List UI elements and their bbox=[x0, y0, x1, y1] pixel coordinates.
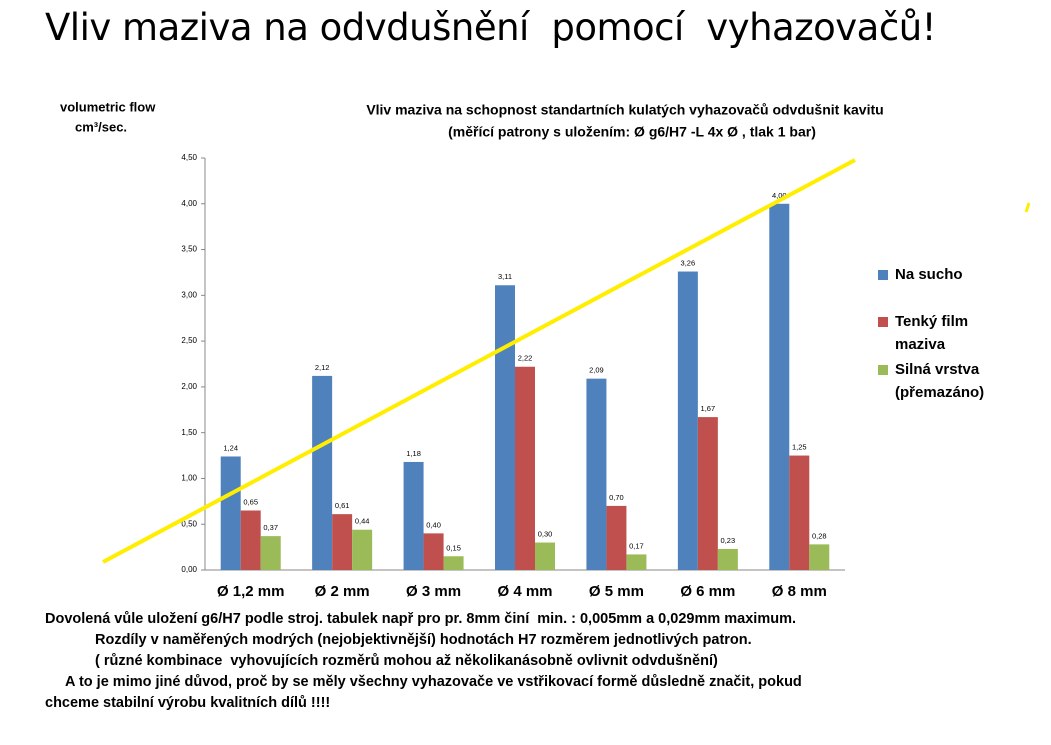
bar bbox=[626, 554, 647, 570]
y-axis-label: cm³/sec. bbox=[75, 119, 127, 134]
value-label: 0,15 bbox=[446, 543, 461, 552]
value-label: 1,67 bbox=[701, 404, 716, 413]
slide-title: Vliv maziva na odvdušnění pomocí vyhazov… bbox=[45, 6, 936, 49]
y-tick-label: 3,50 bbox=[181, 245, 197, 254]
x-tick-label: Ø 5 mm bbox=[589, 583, 644, 600]
legend-swatch bbox=[878, 317, 888, 327]
y-tick-label: 1,50 bbox=[181, 428, 197, 437]
bar bbox=[312, 375, 333, 570]
value-label: 2,12 bbox=[315, 363, 330, 372]
value-label: 0,44 bbox=[355, 517, 370, 526]
bar bbox=[586, 378, 607, 570]
trend-line bbox=[102, 158, 856, 564]
bar bbox=[515, 366, 535, 570]
value-label: 0,37 bbox=[263, 523, 278, 532]
footer-line: Rozdíly v naměřených modrých (nejobjekti… bbox=[95, 632, 752, 648]
x-tick-label: Ø 2 mm bbox=[315, 583, 370, 600]
bar bbox=[769, 203, 790, 570]
bar bbox=[789, 455, 810, 570]
y-tick-label: 4,50 bbox=[181, 153, 197, 162]
bar bbox=[332, 514, 353, 570]
value-label: 0,40 bbox=[426, 520, 441, 529]
chart-title: Vliv maziva na schopnost standartních ku… bbox=[366, 102, 883, 118]
value-label: 0,17 bbox=[629, 541, 644, 550]
bar bbox=[495, 285, 515, 570]
y-tick-label: 0,50 bbox=[181, 519, 197, 528]
bar bbox=[443, 556, 464, 570]
bar bbox=[535, 542, 555, 570]
x-tick-label: Ø 6 mm bbox=[680, 583, 735, 600]
legend-label: Tenký film maziva bbox=[895, 313, 969, 353]
value-label: 1,18 bbox=[406, 449, 421, 458]
bar bbox=[352, 529, 373, 570]
value-label: 0,28 bbox=[812, 531, 827, 540]
bar bbox=[697, 417, 718, 570]
value-label: 1,25 bbox=[792, 443, 807, 452]
bar bbox=[240, 510, 261, 570]
bar bbox=[809, 544, 830, 570]
x-tick-label: Ø 8 mm bbox=[772, 583, 827, 600]
value-label: 0,70 bbox=[609, 493, 624, 502]
y-tick-label: 2,00 bbox=[181, 382, 197, 391]
x-tick-label: Ø 4 mm bbox=[497, 583, 552, 600]
legend-label: Na sucho bbox=[895, 266, 963, 283]
y-tick-label: 2,50 bbox=[181, 336, 197, 345]
y-tick-label: 4,00 bbox=[181, 199, 197, 208]
bar bbox=[220, 456, 241, 570]
value-label: 0,23 bbox=[721, 536, 736, 545]
value-label: 3,26 bbox=[681, 259, 696, 268]
x-tick-label: Ø 3 mm bbox=[406, 583, 461, 600]
footer-line: chceme stabilní výrobu kvalitních dílů !… bbox=[45, 695, 331, 711]
footer-line: A to je mimo jiné důvod, proč by se měly… bbox=[65, 674, 802, 690]
y-tick-label: 0,00 bbox=[181, 565, 197, 574]
legend-label: Silná vrstva (přemazáno) bbox=[895, 361, 985, 401]
legend-swatch bbox=[878, 270, 888, 280]
value-label: 4,00 bbox=[772, 191, 787, 200]
bar bbox=[403, 461, 424, 570]
y-tick-label: 3,00 bbox=[181, 290, 197, 299]
x-tick-label: Ø 1,2 mm bbox=[217, 583, 285, 600]
legend-swatch bbox=[878, 365, 888, 375]
value-label: 0,65 bbox=[243, 497, 258, 506]
value-label: 3,11 bbox=[498, 272, 512, 281]
y-axis-label: volumetric flow bbox=[60, 99, 156, 114]
value-label: 1,24 bbox=[223, 443, 238, 452]
value-label: 0,30 bbox=[538, 530, 553, 539]
footer-line: ( různé kombinace vyhovujících rozměrů m… bbox=[95, 653, 718, 669]
footer-line: Dovolená vůle uložení g6/H7 podle stroj.… bbox=[45, 611, 796, 627]
bar bbox=[606, 505, 627, 570]
value-label: 2,22 bbox=[518, 354, 533, 363]
bar bbox=[260, 536, 281, 570]
bar bbox=[717, 548, 738, 570]
value-label: 2,09 bbox=[589, 366, 604, 375]
value-label: 0,61 bbox=[335, 501, 350, 510]
yellow-tick bbox=[1024, 202, 1031, 213]
y-tick-label: 1,00 bbox=[181, 474, 197, 483]
bar bbox=[423, 533, 444, 570]
bar bbox=[677, 271, 698, 570]
chart-subtitle: (měřící patrony s uložením: Ø g6/H7 -L 4… bbox=[448, 124, 816, 140]
